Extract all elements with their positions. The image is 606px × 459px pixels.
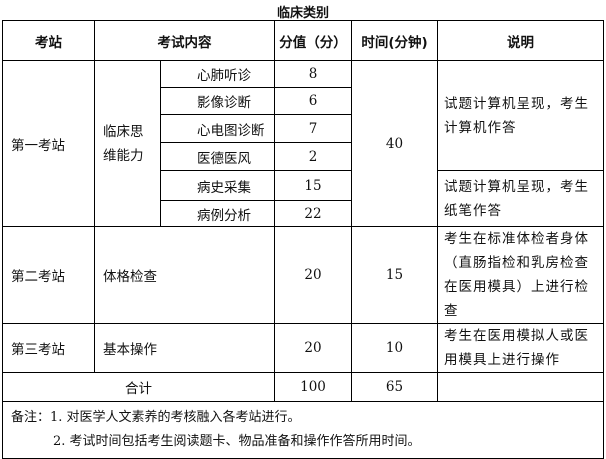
station-name: 第一考站 [2,60,95,227]
station-name: 第二考站 [2,226,95,324]
header-score: 分值（分） [274,20,352,61]
station-desc: 试题计算机呈现，考生计算机作答 [437,60,604,171]
station-score: 20 [274,323,352,373]
note-1: 1. 对医学人文素养的考核融入各考站进行。 [50,410,301,425]
item-score: 2 [274,142,352,171]
table-row: 医德医风 2 [3,142,604,171]
item-score: 8 [274,60,352,88]
item-name: 病史采集 [160,170,275,201]
total-label: 合计 [2,372,275,402]
station-score: 20 [274,226,352,324]
item-name: 影像诊断 [160,87,275,115]
item-score: 6 [274,87,352,115]
station-desc: 考生在医用模拟人或医用模具上进行操作 [437,323,604,373]
exam-table: 考站 考试内容 分值（分） 时间(分钟) 说明 第一考站 临床思维能力 心肺听诊… [2,20,604,459]
item-name: 心电图诊断 [160,114,275,143]
category: 临床思维能力 [94,60,161,227]
station-time: 15 [351,226,438,324]
header-row: 考站 考试内容 分值（分） 时间(分钟) 说明 [2,20,604,61]
station-time: 10 [351,323,438,373]
station-desc: 试题计算机呈现，考生纸笔作答 [437,170,604,227]
item-score: 7 [274,114,352,143]
notes-label: 备注： [11,410,51,425]
item-score: 15 [274,170,352,201]
header-time: 时间(分钟) [351,20,438,61]
total-desc [437,372,604,402]
station-content: 体格检查 [94,226,275,324]
station-time: 40 [351,60,438,227]
table-row: 第二考站 体格检查 20 15 考生在标准体检者身体（直肠指检和乳房检查在医用模… [2,226,604,324]
total-time: 65 [351,372,438,402]
table-row: 第三考站 基本操作 20 10 考生在医用模拟人或医用模具上进行操作 [2,323,604,373]
table-row: 第一考站 临床思维能力 心肺听诊 8 40 试题计算机呈现，考生计算机作答 [2,60,604,227]
item-name: 医德医风 [160,142,275,171]
header-desc: 说明 [437,20,604,61]
header-station: 考站 [2,20,95,61]
table-title: 临床类别 [276,6,329,21]
table-row: 影像诊断 6 [3,87,604,115]
station-name: 第三考站 [2,323,95,373]
station-content: 基本操作 [94,323,275,373]
header-content: 考试内容 [94,20,275,61]
item-score: 22 [274,200,352,227]
total-score: 100 [274,372,352,402]
table-row: 病例分析 22 [3,200,604,227]
item-name: 心肺听诊 [160,60,275,88]
note-2: 2. 考试时间包括考生阅读题卡、物品准备和操作作答所用时间。 [53,434,421,449]
notes: 备注：1. 对医学人文素养的考核融入各考站进行。 2. 考试时间包括考生阅读题卡… [2,401,604,459]
station-desc: 考生在标准体检者身体（直肠指检和乳房检查在医用模具）上进行检查 [437,226,604,324]
total-row: 合计 100 65 [2,372,604,402]
notes-row: 备注：1. 对医学人文素养的考核融入各考站进行。 2. 考试时间包括考生阅读题卡… [2,401,604,459]
item-name: 病例分析 [160,200,275,227]
